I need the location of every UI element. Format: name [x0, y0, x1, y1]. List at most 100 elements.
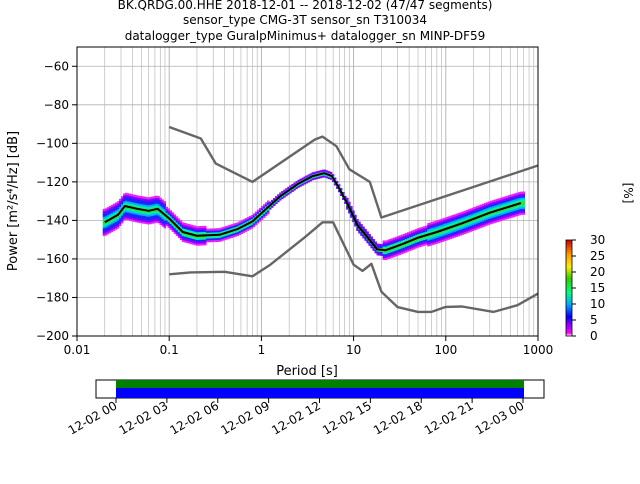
heatmap-cell: [406, 243, 410, 246]
heatmap-cell: [246, 226, 250, 229]
heatmap-cell: [167, 225, 171, 228]
heatmap-cell: [139, 205, 142, 208]
heatmap-cell: [482, 217, 485, 220]
heatmap-cell: [214, 232, 217, 235]
heatmap-cell: [163, 224, 166, 227]
heatmap-cell: [102, 233, 106, 237]
heatmap-cell: [408, 233, 412, 236]
heatmap-cell: [155, 212, 158, 216]
heatmap-cell: [167, 208, 171, 211]
heatmap-cell: [488, 212, 491, 216]
heatmap-cell: [118, 221, 122, 225]
heatmap-cell: [147, 212, 150, 215]
heatmap-cell: [309, 179, 313, 182]
heatmap-cell: [264, 213, 268, 217]
heatmap-cell: [411, 247, 414, 251]
heatmap-cell: [394, 248, 398, 251]
heatmap-cell: [157, 197, 160, 201]
heatmap-cell: [153, 213, 156, 216]
heatmap-cell: [502, 218, 505, 221]
heatmap-cell: [492, 207, 495, 211]
heatmap-cell: [246, 220, 250, 224]
heatmap-cell: [165, 210, 169, 213]
heatmap-cell: [114, 210, 118, 213]
heatmap-cell: [411, 245, 414, 249]
heatmap-cell: [494, 212, 497, 216]
heatmap-cell: [187, 229, 191, 233]
heatmap-cell: [212, 238, 215, 241]
heatmap-cell: [204, 237, 207, 240]
heatmap-cell: [252, 223, 256, 226]
heatmap-cell: [110, 210, 114, 213]
heatmap-cell: [116, 220, 120, 223]
heatmap-cell: [293, 186, 296, 189]
heatmap-cell: [267, 200, 270, 203]
heatmap-cell: [102, 210, 106, 213]
heatmap-cell: [445, 219, 448, 222]
heatmap-cell: [161, 205, 164, 208]
heatmap-cell: [496, 198, 499, 202]
heatmap-cell: [118, 220, 122, 223]
heatmap-cell: [374, 241, 377, 244]
heatmap-cell: [260, 213, 264, 216]
heatmap-cell: [386, 253, 390, 256]
title-line-1: BK.QRDG.00.HHE 2018-12-01 -- 2018-12-02 …: [118, 0, 493, 12]
heatmap-cell: [120, 221, 124, 224]
heatmap-cell: [159, 215, 162, 218]
heatmap-cell: [112, 217, 116, 220]
heatmap-cell: [384, 246, 388, 249]
heatmap-cell: [165, 206, 169, 209]
heatmap-cell: [279, 192, 282, 195]
heatmap-cell: [467, 224, 471, 227]
heatmap-cell: [202, 241, 205, 244]
coverage-tick-label: 12-02 09: [218, 398, 272, 437]
heatmap-cell: [492, 221, 495, 224]
heatmap-cell: [179, 233, 183, 237]
heatmap-cell: [106, 232, 110, 235]
heatmap-cell: [177, 235, 181, 238]
heatmap-cell: [297, 179, 300, 182]
heatmap-cell: [449, 229, 452, 232]
heatmap-cell: [248, 223, 252, 226]
heatmap-cell: [463, 210, 467, 213]
heatmap-cell: [250, 218, 254, 222]
heatmap-cell: [256, 217, 260, 220]
heatmap-cell: [492, 202, 495, 205]
heatmap-cell: [236, 231, 240, 235]
heatmap-cell: [151, 213, 154, 217]
heatmap-cell: [208, 240, 211, 243]
heatmap-cell: [206, 238, 209, 241]
heatmap-cell: [406, 241, 410, 245]
heatmap-cell: [145, 214, 148, 217]
heatmap-cell: [490, 212, 493, 215]
heatmap-cell: [411, 242, 414, 245]
heatmap-cell: [112, 224, 116, 228]
heatmap-cell: [398, 237, 402, 240]
colorbar: [565, 239, 573, 337]
heatmap-cell: [131, 198, 134, 201]
heatmap-cell: [408, 240, 412, 244]
heatmap-cell: [459, 231, 463, 234]
heatmap-cell: [479, 217, 483, 221]
heatmap-cell: [167, 212, 171, 215]
heatmap-cell: [520, 204, 523, 208]
heatmap-cell: [102, 231, 106, 235]
heatmap-cell: [469, 221, 473, 225]
heatmap-cell: [110, 208, 114, 211]
heatmap-cell: [108, 211, 112, 214]
heatmap-cell: [366, 231, 369, 234]
heatmap-cell: [449, 234, 452, 238]
heatmap-cell: [252, 217, 256, 220]
heatmap-cell: [183, 222, 187, 226]
heatmap-cell: [232, 231, 235, 234]
heatmap-cell: [273, 203, 276, 206]
heatmap-cell: [181, 222, 185, 225]
heatmap-cell: [479, 225, 483, 228]
heatmap-cell: [155, 197, 158, 200]
heatmap-cell: [479, 210, 483, 213]
heatmap-cell: [372, 248, 375, 251]
heatmap-cell: [127, 193, 130, 196]
heatmap-cell: [137, 201, 140, 204]
heatmap-cell: [108, 213, 112, 216]
heatmap-cell: [238, 230, 242, 234]
